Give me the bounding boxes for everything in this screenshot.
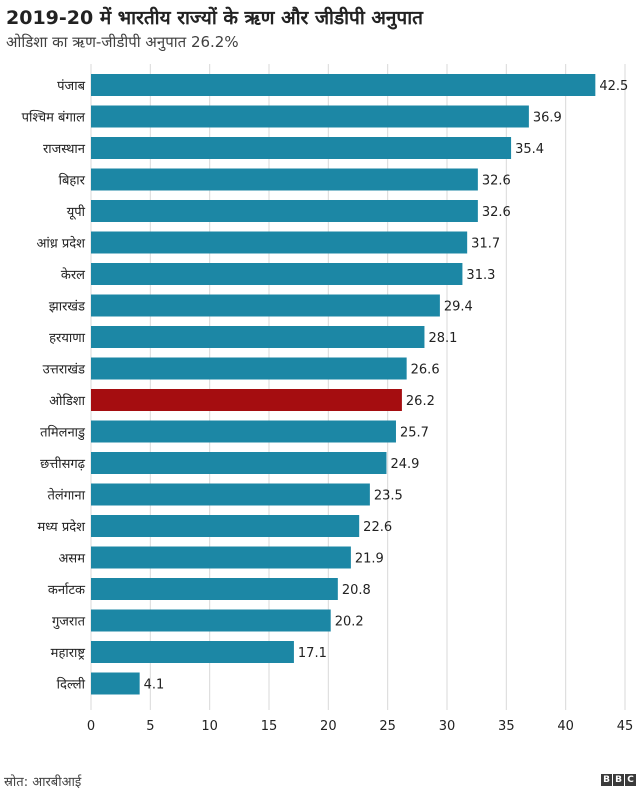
- x-tick-label: 30: [439, 719, 456, 734]
- category-label: राजस्थान: [43, 142, 86, 157]
- category-label: कर्नाटक: [48, 582, 86, 598]
- category-labels: पंजाब पश्चिम बंगाल राजस्थान बिहार यूपी आंध्र …: [22, 79, 87, 693]
- bar: [91, 609, 331, 632]
- bar: [91, 641, 294, 663]
- value-label: 22.6: [363, 520, 392, 535]
- value-label: 31.7: [471, 237, 500, 252]
- category-label: तेलंगाना: [48, 488, 86, 504]
- bar: [91, 515, 360, 537]
- bar: [91, 263, 463, 285]
- x-tick-label: 40: [557, 719, 574, 734]
- bar: [91, 389, 402, 411]
- bar: [91, 231, 468, 254]
- category-label: हरयाणा: [49, 331, 86, 346]
- value-label: 17.1: [298, 646, 327, 661]
- bar: [91, 483, 370, 506]
- bar: [91, 546, 351, 569]
- category-label: पश्चिम बंगाल: [22, 110, 86, 126]
- x-tick-label: 0: [87, 719, 95, 734]
- value-label: 20.2: [335, 615, 364, 630]
- x-tick-label: 25: [379, 719, 396, 734]
- x-tick-label: 45: [617, 719, 634, 734]
- value-label: 42.5: [599, 79, 628, 94]
- category-label: महाराष्ट्र: [51, 646, 86, 661]
- category-label: दिल्ली: [57, 677, 86, 693]
- x-tick-label: 10: [201, 719, 218, 734]
- source-note: स्रोत: आरबीआई: [4, 775, 82, 790]
- category-label: पंजाब: [57, 79, 85, 94]
- value-label: 20.8: [342, 583, 371, 598]
- value-label: 29.4: [444, 300, 473, 315]
- bar: [91, 672, 140, 695]
- value-label: 21.9: [355, 552, 384, 567]
- category-label: असम: [59, 552, 86, 567]
- bar: [91, 452, 387, 474]
- bar: [91, 168, 478, 191]
- value-label: 4.1: [144, 678, 165, 693]
- chart-title: 2019-20 में भारतीय राज्यों के ऋण और जीडी…: [6, 7, 423, 29]
- x-tick-label: 5: [146, 719, 154, 734]
- x-axis-tick-labels: 0 5 10 15 20 25 30 35 40 45: [87, 719, 633, 734]
- bar: [91, 420, 396, 443]
- bar: [91, 137, 512, 159]
- x-tick-label: 35: [498, 719, 515, 734]
- bar: [91, 200, 478, 222]
- bar: [91, 294, 440, 317]
- category-label: आंध्र प्रदेश: [36, 236, 86, 252]
- value-label: 32.6: [482, 174, 511, 189]
- category-label: झारखंड: [49, 300, 86, 315]
- value-label: 35.4: [515, 142, 544, 157]
- category-label: केरल: [61, 267, 85, 283]
- bbc-logo: B B C: [601, 774, 636, 786]
- bar: [91, 74, 596, 96]
- category-label: तमिलनाडु: [40, 425, 86, 441]
- value-labels: 42.5 36.9 35.4 32.6 32.6 31.7 31.3 29.4 28.1 26.6…: [144, 79, 629, 693]
- bar: [91, 578, 338, 600]
- bar: [91, 105, 529, 128]
- value-label: 26.6: [411, 363, 440, 378]
- bar: [91, 326, 425, 348]
- bbc-logo-letter: C: [625, 774, 636, 786]
- bbc-logo-letter: B: [601, 774, 612, 786]
- value-label: 28.1: [428, 331, 457, 346]
- value-label: 24.9: [390, 457, 419, 472]
- value-label: 26.2: [406, 394, 435, 409]
- value-label: 31.3: [466, 268, 495, 283]
- value-label: 32.6: [482, 205, 511, 220]
- bbc-logo-letter: B: [613, 774, 624, 786]
- category-label: उत्तराखंड: [43, 363, 86, 378]
- category-label: ओडिशा: [49, 393, 85, 409]
- category-label: यूपी: [67, 204, 86, 220]
- category-label: छत्तीसगढ़: [40, 456, 86, 472]
- value-label: 25.7: [400, 426, 429, 441]
- bar: [91, 357, 407, 380]
- bars: [91, 74, 596, 695]
- category-label: बिहार: [59, 173, 86, 189]
- value-label: 36.9: [533, 111, 562, 126]
- category-label: मध्य प्रदेश: [38, 519, 87, 535]
- value-label: 23.5: [374, 489, 403, 504]
- category-label: गुजरात: [52, 615, 86, 630]
- x-tick-label: 15: [261, 719, 278, 734]
- x-tick-label: 20: [320, 719, 337, 734]
- bar-chart: पंजाब पश्चिम बंगाल राजस्थान बिहार यूपी आंध्र …: [22, 64, 633, 734]
- chart-subtitle: ओडिशा का ऋण-जीडीपी अनुपात 26.2%: [6, 33, 239, 51]
